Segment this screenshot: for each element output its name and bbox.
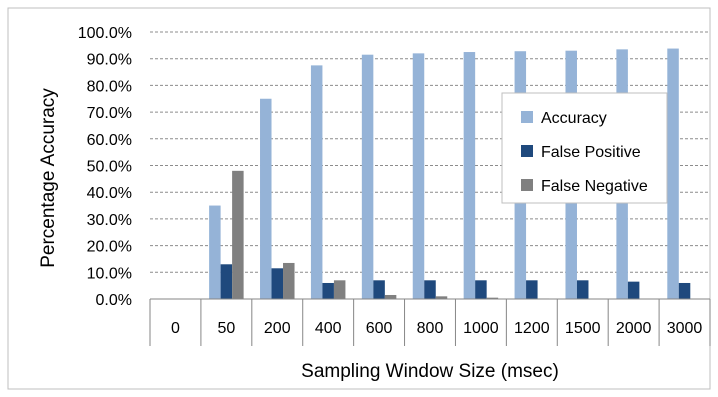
x-tick-label: 1200 xyxy=(514,320,550,337)
y-tick-label: 100.0% xyxy=(78,25,132,42)
legend: Accuracy False Positive False Negative xyxy=(501,92,668,204)
y-tick-label: 30.0% xyxy=(87,212,132,229)
y-axis-ticks: 0.0% 10.0% 20.0% 30.0% 40.0% 50.0% 60.0% 70.0% 8… xyxy=(78,25,132,309)
y-tick-label: 50.0% xyxy=(87,159,132,176)
y-tick-label: 80.0% xyxy=(87,78,132,95)
bar-false-positive xyxy=(678,282,691,299)
x-tick-label: 2000 xyxy=(616,320,652,337)
bar-false-positive xyxy=(271,268,284,299)
legend-swatch xyxy=(521,179,533,191)
x-tick-label: 600 xyxy=(366,320,393,337)
y-tick-label: 10.0% xyxy=(87,265,132,282)
bar-false-negative xyxy=(486,297,499,299)
bar-false-positive xyxy=(220,264,233,299)
x-axis-label: Sampling Window Size (msec) xyxy=(301,361,559,382)
y-tick-label: 20.0% xyxy=(87,239,132,256)
legend-label: False Negative xyxy=(541,178,648,195)
bar-false-positive xyxy=(526,280,538,299)
bar-false-positive xyxy=(424,280,436,299)
bar-false-negative xyxy=(333,280,346,299)
y-axis-label: Percentage Accuracy xyxy=(38,88,59,268)
bar-accuracy xyxy=(361,54,374,299)
x-tick-label: 50 xyxy=(217,320,235,337)
x-tick-label: 0 xyxy=(171,320,180,337)
bar-accuracy xyxy=(463,52,476,300)
bar-false-negative xyxy=(283,262,295,299)
legend-swatch xyxy=(521,145,533,157)
y-tick-label: 0.0% xyxy=(96,292,132,309)
x-tick-label: 800 xyxy=(417,320,444,337)
bar-accuracy xyxy=(412,53,425,299)
x-tick-label: 200 xyxy=(264,320,291,337)
bar-false-positive xyxy=(322,282,334,299)
x-tick-label: 1500 xyxy=(565,320,601,337)
bar-false-positive xyxy=(576,280,589,299)
legend-label: Accuracy xyxy=(541,110,607,127)
x-tick-label: 400 xyxy=(315,320,342,337)
bar-false-positive xyxy=(627,281,640,299)
bar-false-positive xyxy=(373,280,385,299)
legend-label: False Positive xyxy=(541,144,641,161)
bar-false-negative xyxy=(232,170,244,299)
bar-accuracy xyxy=(260,98,272,299)
y-tick-label: 60.0% xyxy=(87,132,132,149)
bar-accuracy xyxy=(209,205,221,299)
bar-accuracy xyxy=(667,48,679,299)
y-tick-label: 70.0% xyxy=(87,105,132,122)
bar-accuracy xyxy=(310,65,323,299)
bar-false-positive xyxy=(475,280,487,299)
y-tick-label: 90.0% xyxy=(87,52,132,69)
bar-false-negative xyxy=(384,294,397,299)
legend-swatch xyxy=(521,111,533,123)
y-tick-label: 40.0% xyxy=(87,185,132,202)
x-tick-label: 3000 xyxy=(667,320,703,337)
x-tick-label: 1000 xyxy=(463,320,499,337)
x-axis-ticks: 0 50 200 400 600 800 1000 1200 1500 2000 3000 xyxy=(149,299,711,346)
bar-false-negative xyxy=(435,296,448,299)
